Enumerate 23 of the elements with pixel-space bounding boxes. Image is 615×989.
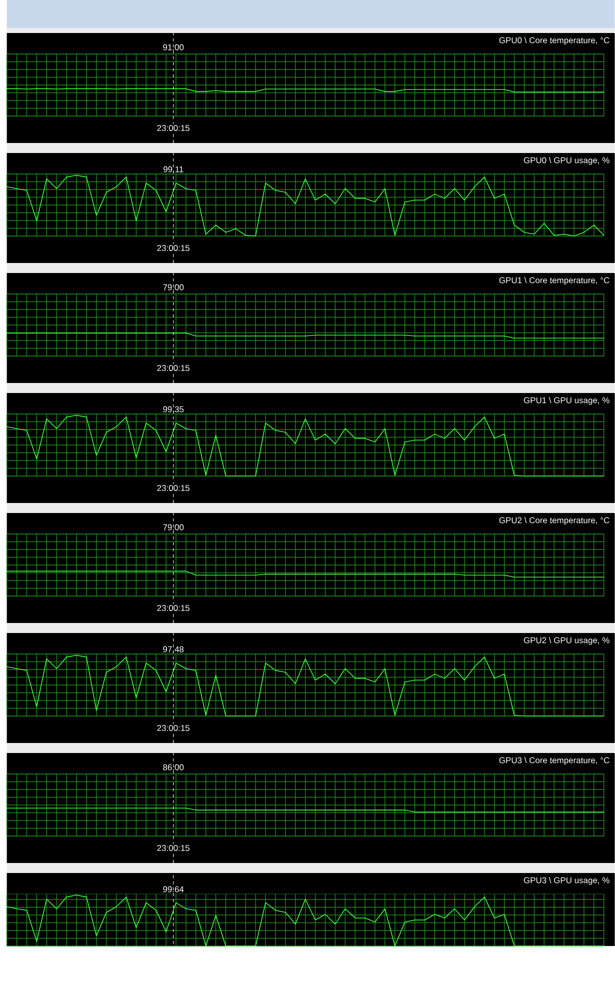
- chart-title: GPU3 \ Core temperature, °C: [499, 757, 610, 765]
- chart-title: GPU3 \ GPU usage, %: [524, 877, 610, 885]
- text: 23:00:15: [157, 605, 190, 611]
- text: 23:00:15: [157, 845, 190, 851]
- chart-title: GPU0 \ Core temperature, °C: [499, 37, 610, 45]
- text: 99.64: [163, 886, 184, 892]
- chart-title: GPU0 \ GPU usage, %: [524, 157, 610, 165]
- chart-title: GPU1 \ GPU usage, %: [524, 397, 610, 405]
- chart-title: GPU2 \ Core temperature, °C: [499, 517, 610, 525]
- text: 23:00:15: [157, 364, 190, 371]
- text: 23:00:15: [157, 244, 190, 251]
- text: 23:00:15: [157, 725, 190, 731]
- text: 79.00: [163, 284, 184, 290]
- text: 99.11: [164, 166, 184, 172]
- text: 23:00:15: [157, 124, 190, 131]
- text: 99.35: [163, 406, 184, 412]
- text: 79.00: [163, 524, 184, 530]
- text: 91.00: [163, 44, 184, 50]
- text: 86.00: [163, 764, 184, 770]
- chart-title: GPU1 \ Core temperature, °C: [499, 277, 610, 285]
- text: 23:00:15: [157, 485, 190, 491]
- text: 97.48: [163, 646, 184, 652]
- chart-title: GPU2 \ GPU usage, %: [524, 637, 610, 645]
